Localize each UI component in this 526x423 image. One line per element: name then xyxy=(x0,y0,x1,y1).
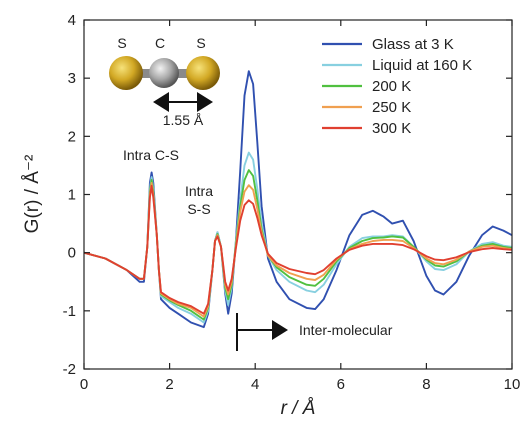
legend-label: 250 K xyxy=(372,99,411,116)
series-layer xyxy=(83,70,513,329)
atom-label-s-right: S xyxy=(196,35,205,51)
series-line-4 xyxy=(83,184,513,315)
y-tick-label: 4 xyxy=(68,12,76,29)
ticks-layer: 0 2 4 6 8 10 -2 -1 0 1 2 3 4 xyxy=(63,12,521,393)
x-tick-label: 6 xyxy=(337,376,345,393)
legend: Glass at 3 K Liquid at 160 K 200 K 250 K 300… xyxy=(322,36,472,137)
y-tick-label: 0 xyxy=(68,245,76,262)
y-tick-label: -1 xyxy=(63,303,76,320)
legend-label: 300 K xyxy=(372,120,411,137)
annotation-intra-cs: Intra C-S xyxy=(123,147,179,163)
y-tick-label: 3 xyxy=(68,70,76,87)
x-tick-label: 10 xyxy=(504,376,521,393)
sulfur-atom-right xyxy=(186,56,220,90)
legend-item-4: 300 K xyxy=(322,120,411,137)
inter-molecular-marker xyxy=(236,313,288,351)
legend-label: 200 K xyxy=(372,78,411,95)
legend-item-2: 200 K xyxy=(322,78,411,95)
sulfur-atom-left xyxy=(109,56,143,90)
y-tick-label: -2 xyxy=(63,361,76,378)
carbon-atom xyxy=(149,58,179,88)
annotation-intra-ss-line2: S-S xyxy=(187,201,210,217)
y-tick-label: 1 xyxy=(68,187,76,204)
annotation-intra-ss-line1: Intra xyxy=(185,183,213,199)
y-tick-label: 2 xyxy=(68,128,76,145)
annotation-inter-molecular: Inter-molecular xyxy=(299,322,393,338)
atom-label-s-left: S xyxy=(117,35,126,51)
x-tick-label: 2 xyxy=(165,376,173,393)
legend-item-1: Liquid at 160 K xyxy=(322,57,472,74)
y-axis-title: G(r) / Å⁻² xyxy=(22,155,43,234)
x-axis-title: r / Å xyxy=(281,398,316,419)
legend-label: Liquid at 160 K xyxy=(372,57,472,74)
legend-label: Glass at 3 K xyxy=(372,36,454,53)
molecule-inset: S C S 1.55 Å xyxy=(109,35,220,128)
legend-item-0: Glass at 3 K xyxy=(322,36,454,53)
x-tick-label: 0 xyxy=(80,376,88,393)
atom-label-c: C xyxy=(155,35,165,51)
series-line-0 xyxy=(83,70,513,329)
bond-length-label: 1.55 Å xyxy=(163,112,204,128)
legend-item-3: 250 K xyxy=(322,99,411,116)
x-tick-label: 4 xyxy=(251,376,259,393)
x-tick-label: 8 xyxy=(422,376,430,393)
